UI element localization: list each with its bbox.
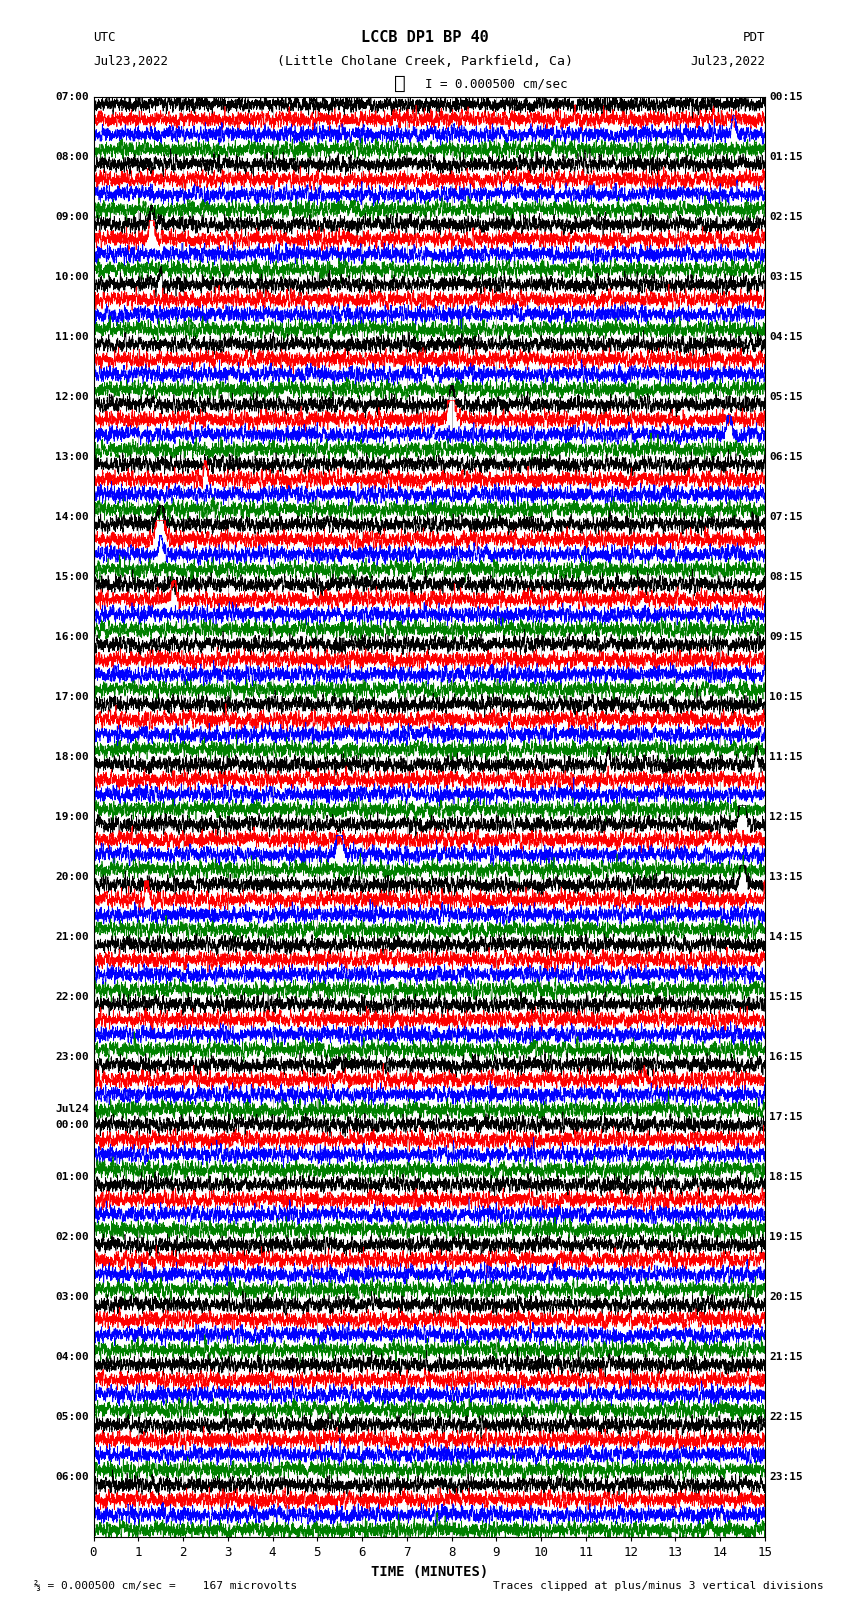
Text: 16:15: 16:15 [769, 1052, 803, 1061]
Text: ⎹: ⎹ [394, 74, 405, 94]
Text: I = 0.000500 cm/sec: I = 0.000500 cm/sec [425, 77, 568, 90]
Text: LCCB DP1 BP 40: LCCB DP1 BP 40 [361, 29, 489, 45]
Text: 14:00: 14:00 [55, 511, 89, 523]
Text: (Little Cholane Creek, Parkfield, Ca): (Little Cholane Creek, Parkfield, Ca) [277, 55, 573, 68]
Text: 15:15: 15:15 [769, 992, 803, 1002]
Text: 12:15: 12:15 [769, 811, 803, 823]
Text: 10:00: 10:00 [55, 273, 89, 282]
Text: 09:00: 09:00 [55, 211, 89, 223]
Text: 13:15: 13:15 [769, 873, 803, 882]
Text: 11:00: 11:00 [55, 332, 89, 342]
Text: 13:00: 13:00 [55, 452, 89, 461]
Text: 08:00: 08:00 [55, 152, 89, 161]
Text: 06:15: 06:15 [769, 452, 803, 461]
Text: 18:15: 18:15 [769, 1173, 803, 1182]
Text: 08:15: 08:15 [769, 573, 803, 582]
Text: 19:15: 19:15 [769, 1232, 803, 1242]
Text: 01:00: 01:00 [55, 1173, 89, 1182]
Text: 00:00: 00:00 [55, 1119, 89, 1131]
Text: 15:00: 15:00 [55, 573, 89, 582]
Text: 20:00: 20:00 [55, 873, 89, 882]
Text: 10:15: 10:15 [769, 692, 803, 702]
Text: 23:00: 23:00 [55, 1052, 89, 1061]
Text: 03:00: 03:00 [55, 1292, 89, 1302]
Text: 17:15: 17:15 [769, 1111, 803, 1123]
Text: 12:00: 12:00 [55, 392, 89, 402]
Text: 01:15: 01:15 [769, 152, 803, 161]
Text: 07:00: 07:00 [55, 92, 89, 102]
Text: 20:15: 20:15 [769, 1292, 803, 1302]
Text: 05:00: 05:00 [55, 1411, 89, 1423]
Text: 22:00: 22:00 [55, 992, 89, 1002]
Text: 21:15: 21:15 [769, 1352, 803, 1361]
Text: 21:00: 21:00 [55, 932, 89, 942]
Text: 17:00: 17:00 [55, 692, 89, 702]
Text: 23:15: 23:15 [769, 1473, 803, 1482]
Text: ⅔ = 0.000500 cm/sec =    167 microvolts: ⅔ = 0.000500 cm/sec = 167 microvolts [34, 1581, 298, 1590]
Text: 04:15: 04:15 [769, 332, 803, 342]
Text: 09:15: 09:15 [769, 632, 803, 642]
Text: 18:00: 18:00 [55, 752, 89, 761]
Text: 05:15: 05:15 [769, 392, 803, 402]
Text: Traces clipped at plus/minus 3 vertical divisions: Traces clipped at plus/minus 3 vertical … [493, 1581, 824, 1590]
Text: 07:15: 07:15 [769, 511, 803, 523]
Text: 02:15: 02:15 [769, 211, 803, 223]
Text: Jul23,2022: Jul23,2022 [690, 55, 765, 68]
Text: 03:15: 03:15 [769, 273, 803, 282]
Text: 14:15: 14:15 [769, 932, 803, 942]
Text: 02:00: 02:00 [55, 1232, 89, 1242]
Text: 11:15: 11:15 [769, 752, 803, 761]
Text: PDT: PDT [743, 31, 765, 44]
Text: 22:15: 22:15 [769, 1411, 803, 1423]
Text: 00:15: 00:15 [769, 92, 803, 102]
Text: Jul23,2022: Jul23,2022 [94, 55, 168, 68]
Text: UTC: UTC [94, 31, 116, 44]
Text: 19:00: 19:00 [55, 811, 89, 823]
Text: 06:00: 06:00 [55, 1473, 89, 1482]
Text: Jul24: Jul24 [55, 1103, 89, 1115]
Text: 16:00: 16:00 [55, 632, 89, 642]
Text: 04:00: 04:00 [55, 1352, 89, 1361]
X-axis label: TIME (MINUTES): TIME (MINUTES) [371, 1565, 488, 1579]
